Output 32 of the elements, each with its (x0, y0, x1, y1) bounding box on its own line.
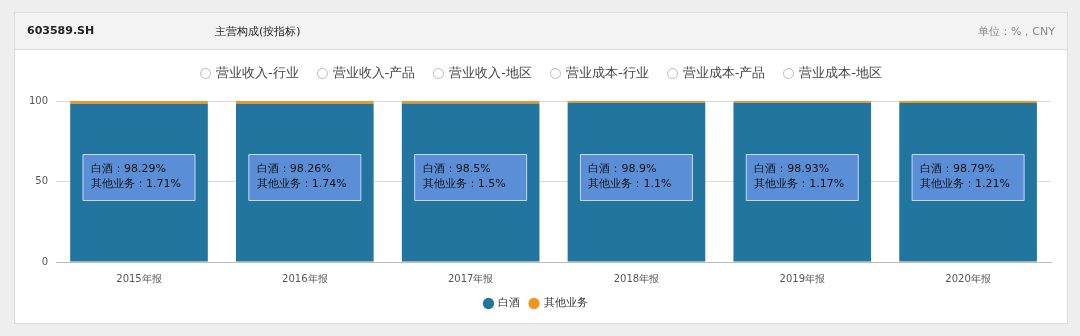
annotation: 其他业务：1.5% (422, 177, 506, 191)
y-tick-label: 100 (28, 94, 49, 106)
text: 营业收入-产品 (332, 64, 416, 82)
text: 营业收入-行业 (215, 64, 299, 82)
text: 营业成本-行业 (566, 64, 649, 82)
x-tick-label: 2019年报 (779, 272, 825, 284)
annotation: 其他业务：1.74% (256, 177, 347, 191)
text: 营业收入-地区 (449, 64, 532, 82)
legend-label: 白酒 (498, 296, 520, 310)
annotation: 白酒：98.29% (91, 162, 166, 176)
text: 603589.SH (27, 24, 95, 37)
x-tick-label: 2015年报 (116, 272, 162, 284)
text: 营业成本-地区 (799, 64, 883, 82)
x-tick-label: 2020年报 (945, 272, 991, 284)
chart-title: 主营构成(按指标) (215, 24, 301, 39)
annotation: 其他业务：1.71% (91, 177, 181, 191)
annotation: 白酒：98.79% (920, 162, 996, 176)
annotation: 其他业务：1.17% (754, 177, 845, 191)
x-tick-label: 2018年报 (613, 272, 660, 284)
annotation: 其他业务：1.21% (920, 177, 1011, 191)
annotation: 白酒：98.93% (754, 162, 830, 176)
legend-label: 其他业务 (543, 296, 588, 310)
annotation: 白酒：98.5% (422, 162, 491, 176)
y-tick-label: 50 (35, 175, 49, 187)
x-tick-label: 2017年报 (447, 272, 494, 284)
text: 单位：%，CNY (977, 24, 1055, 39)
annotation: 白酒：98.9% (588, 162, 657, 176)
text: 营业成本-产品 (682, 64, 766, 82)
x-tick-label: 2016年报 (282, 272, 328, 284)
annotation: 白酒：98.26% (256, 162, 332, 176)
y-tick-label: 0 (41, 255, 49, 267)
annotation: 其他业务：1.1% (588, 177, 672, 191)
